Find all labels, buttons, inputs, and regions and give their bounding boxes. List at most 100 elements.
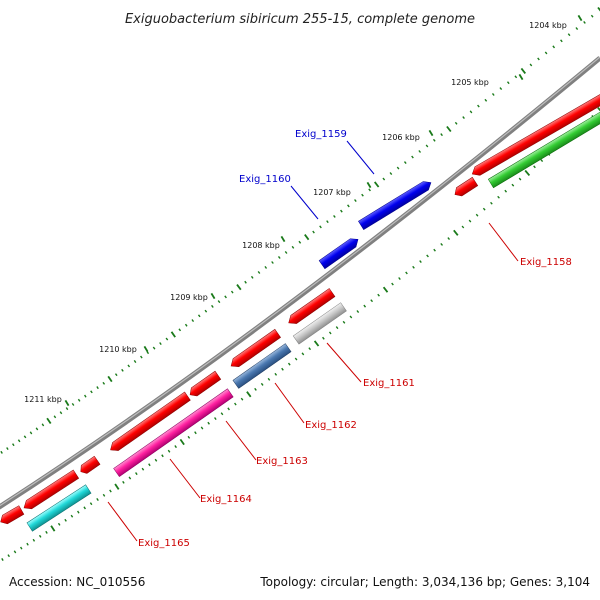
inner-tick-mark bbox=[342, 320, 346, 324]
outer-tick-mark bbox=[12, 443, 15, 447]
gene-red-small-2-feature[interactable] bbox=[78, 455, 101, 476]
gene-exig-1158-feature[interactable] bbox=[470, 87, 600, 179]
outer-tick-mark bbox=[446, 125, 452, 133]
outer-tick-mark bbox=[432, 138, 436, 142]
outer-tick-mark bbox=[484, 98, 488, 102]
genome-backbone bbox=[0, 56, 600, 510]
gene-steelblue-feature[interactable] bbox=[232, 343, 292, 389]
gene-label-exig-1160[interactable]: Exig_1160 bbox=[239, 174, 291, 185]
outer-tick-mark bbox=[340, 209, 343, 213]
outer-tick-mark bbox=[90, 390, 93, 394]
gene-exig-1159-feature[interactable] bbox=[358, 178, 433, 231]
inner-tick-mark bbox=[524, 169, 531, 176]
inner-tick-mark bbox=[200, 426, 204, 430]
outer-tick-mark bbox=[197, 314, 201, 318]
outer-tick-mark bbox=[102, 381, 106, 385]
inner-tick-mark bbox=[240, 397, 244, 401]
gene-label-exig-1159[interactable]: Exig_1159 bbox=[295, 129, 347, 140]
outer-tick-mark bbox=[35, 427, 39, 431]
gene-label-leaders bbox=[107, 140, 519, 542]
gene-exig-1164-feature[interactable] bbox=[108, 391, 191, 454]
inner-tick-mark bbox=[322, 336, 325, 340]
kbp-tick-label: 1206 kbp bbox=[382, 133, 420, 142]
outer-tick-mark bbox=[23, 435, 27, 439]
outer-tick-mark bbox=[96, 386, 99, 390]
outer-tick-mark bbox=[418, 150, 422, 153]
inner-tick-mark bbox=[109, 489, 112, 493]
inner-tick-mark bbox=[89, 502, 93, 506]
outer-tick-mark bbox=[271, 261, 274, 264]
gene-red-edge-feature[interactable] bbox=[0, 505, 25, 527]
gene-label-exig-1161[interactable]: Exig_1161 bbox=[363, 378, 415, 389]
gene-exig-1165-feature[interactable] bbox=[21, 469, 80, 512]
inner-tick-mark bbox=[128, 476, 132, 480]
outer-tick-mark bbox=[544, 51, 548, 55]
outer-tick-mark bbox=[114, 373, 118, 377]
kbp-tick-group: 1204 kbp 1205 kbp 1206 kbp 1207 kbp 1208 kbp… bbox=[24, 14, 583, 407]
inner-tick-mark bbox=[518, 177, 522, 181]
gene-label-exig-1162[interactable]: Exig_1162 bbox=[305, 420, 357, 431]
inner-tick-mark bbox=[135, 472, 138, 476]
outer-tick-mark bbox=[403, 161, 407, 165]
gene-pink-feature[interactable] bbox=[113, 388, 234, 478]
inner-tick-mark bbox=[440, 242, 444, 246]
outer-tick-mark bbox=[250, 275, 254, 279]
gene-label-exig-1163[interactable]: Exig_1163 bbox=[256, 456, 308, 467]
outer-tick-mark bbox=[236, 284, 242, 291]
outer-tick-mark bbox=[298, 240, 302, 244]
inner-tick-mark bbox=[363, 304, 367, 308]
kbp-tick-mark bbox=[577, 14, 583, 22]
gene-exig-1160-feature[interactable] bbox=[318, 235, 361, 270]
inner-tick-mark bbox=[294, 357, 298, 361]
outer-tick-mark bbox=[230, 290, 234, 294]
outer-tick-mark bbox=[29, 431, 33, 435]
outer-tick-mark bbox=[284, 250, 288, 254]
inner-tick-mark bbox=[207, 421, 210, 425]
outer-tick-mark bbox=[312, 230, 315, 234]
gene-cyan-feature[interactable] bbox=[26, 484, 92, 532]
gene-green-feature[interactable] bbox=[487, 104, 600, 189]
inner-tick-mark bbox=[64, 518, 67, 522]
inner-tick-mark bbox=[220, 412, 224, 416]
inner-tick-mark bbox=[161, 454, 164, 458]
outer-tick-mark bbox=[224, 295, 227, 299]
outer-tick-mark bbox=[537, 57, 540, 61]
outer-tick-mark bbox=[552, 45, 556, 49]
gene-label-exig-1165[interactable]: Exig_1165 bbox=[138, 538, 190, 549]
inner-tick-mark bbox=[475, 213, 479, 217]
kbp-tick-label: 1207 kbp bbox=[313, 188, 351, 197]
inner-tick-mark bbox=[426, 254, 429, 258]
inner-tick-mark bbox=[419, 260, 422, 264]
outer-tick-mark bbox=[152, 346, 156, 350]
kbp-tick-mark bbox=[428, 129, 434, 137]
gene-red-small-1-feature[interactable] bbox=[452, 176, 479, 198]
gene-gray-feature[interactable] bbox=[292, 302, 347, 345]
gene-label-exig-1158[interactable]: Exig_1158 bbox=[520, 257, 572, 268]
kbp-tick-mark bbox=[210, 292, 216, 300]
inner-tick-mark bbox=[19, 546, 23, 550]
inner-tick-mark bbox=[83, 506, 86, 510]
outer-tick-mark bbox=[368, 188, 371, 192]
outer-tick-mark bbox=[170, 331, 176, 338]
outer-tick-mark bbox=[567, 33, 571, 37]
outer-tick-mark bbox=[184, 323, 188, 327]
outer-tick-mark bbox=[469, 110, 473, 114]
inner-tick-mark bbox=[77, 510, 80, 514]
inner-tick-mark bbox=[38, 534, 42, 538]
outer-tick-mark bbox=[389, 172, 393, 176]
inner-tick-mark bbox=[227, 407, 230, 411]
inner-tick-mark bbox=[287, 362, 291, 366]
gene-exig-1162-feature[interactable] bbox=[228, 328, 281, 370]
outer-tick-mark bbox=[347, 204, 350, 208]
outer-tick-mark bbox=[462, 116, 465, 120]
gene-exig-1163-feature[interactable] bbox=[187, 370, 222, 399]
outer-tick-mark bbox=[71, 402, 75, 406]
outer-tick-mark bbox=[597, 6, 600, 12]
outer-tick-mark bbox=[46, 417, 52, 425]
gene-label-exig-1164[interactable]: Exig_1164 bbox=[200, 494, 252, 505]
outer-tick-mark bbox=[140, 355, 143, 359]
gene-exig-1161-feature[interactable] bbox=[286, 288, 336, 327]
outer-tick-mark bbox=[499, 87, 503, 91]
inner-tick-mark bbox=[57, 522, 61, 526]
inner-tick-mark bbox=[490, 201, 493, 205]
